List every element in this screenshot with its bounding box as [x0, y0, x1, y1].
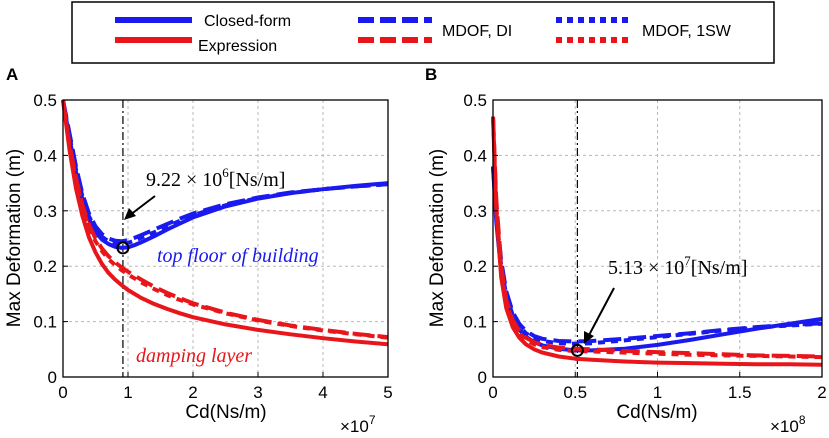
panel-b-arrowhead [584, 331, 594, 344]
panel-b-ytick-label-4: 0.4 [463, 146, 487, 165]
panel-a-annotation-exp: 6 [222, 165, 229, 180]
panel-a-ytick-label-3: 0.3 [33, 202, 57, 221]
panel-a-ytick-label-4: 0.4 [33, 146, 57, 165]
panel-b-ytick-label-1: 0.1 [463, 313, 487, 332]
panel-a-series-4 [61, 99, 389, 340]
panel-b-series-5 [491, 116, 823, 360]
panel-a-xtick-label-5: 5 [383, 383, 392, 402]
panel-b-label: B [425, 65, 437, 84]
panel-a-xtick-label-0: 0 [58, 383, 67, 402]
panel-a-x-multiplier: ×107 [340, 413, 376, 436]
legend-closed-form-line2: Expression [198, 38, 277, 55]
panel-a-annotation-arrow [129, 195, 156, 216]
panel-b-ytick-label-5: 0.5 [463, 91, 487, 110]
label-top-floor: top floor of building [157, 245, 319, 267]
panel-b-xlabel: Cd(Ns/m) [616, 402, 697, 423]
panel-a-xtick-label-4: 4 [318, 383, 327, 402]
legend: Closed-form Expression MDOF, DI MDOF, 1S… [71, 1, 775, 64]
panel-b-optimum-marker [570, 343, 584, 357]
panel-b-x-multiplier: ×108 [770, 413, 806, 436]
panel-b-ytick-label-2: 0.2 [463, 257, 487, 276]
panel-b-series-4 [491, 116, 823, 359]
panel-a-xtick-label-3: 3 [253, 383, 262, 402]
chart-panel-b: 0 0.5 1 1.5 2 0 0.1 0.2 0.3 0.4 0.5 [463, 91, 826, 402]
panel-b-xtick-label-0: 0 [488, 383, 497, 402]
panel-a-xtick-label-1: 1 [123, 383, 132, 402]
chart-panel-a: 0 1 2 3 4 5 0 0.1 0.2 0.3 0.4 0.5 [33, 91, 392, 402]
panel-a-arrowhead [124, 208, 136, 220]
panel-b-annotation-value: 5.13 × 10 [608, 257, 684, 279]
panel-b-ytick-label-0: 0 [478, 368, 487, 387]
panel-b-x-multiplier-exp: 8 [799, 413, 806, 427]
panel-a-ylabel: Max Deformation (m) [4, 149, 25, 327]
panel-b-annotation: 5.13 × 107[Ns/m] [608, 253, 747, 279]
panel-a-x-multiplier-exp: 7 [369, 413, 376, 427]
panel-b-xtick-label-1: 0.5 [563, 383, 587, 402]
panel-a-optimum-marker [116, 241, 130, 255]
panel-b-x-multiplier-base: ×10 [770, 417, 799, 436]
panel-a-annotation: 9.22 × 106[Ns/m] [146, 165, 285, 191]
panel-b-ylabel: Max Deformation (m) [427, 149, 448, 327]
panel-a-ytick-label-1: 0.1 [33, 313, 57, 332]
legend-closed-form-line1: Closed-form [204, 13, 291, 30]
panel-a-x-multiplier-base: ×10 [340, 417, 369, 436]
panel-a-xtick-label-2: 2 [188, 383, 197, 402]
label-damping-layer: damping layer [136, 345, 252, 367]
panel-a-annotation-value: 9.22 × 10 [146, 169, 222, 191]
panel-a-ytick-label-2: 0.2 [33, 257, 57, 276]
panel-a-axes-frame [62, 99, 389, 378]
panel-b-series-3 [491, 116, 823, 367]
panel-b-xtick-label-4: 2 [817, 383, 826, 402]
panel-b-annotation-exp: 7 [684, 253, 691, 268]
panel-a-annotation-unit: [Ns/m] [229, 169, 286, 191]
panel-a-label: A [6, 65, 18, 84]
panel-a-series-5 [61, 99, 389, 340]
panel-a-ytick-label-5: 0.5 [33, 91, 57, 110]
panel-a-ytick-label-0: 0 [48, 368, 57, 387]
panel-b-annotation-arrow [587, 287, 615, 338]
panel-a-series-3 [61, 99, 389, 347]
panel-a-xlabel: Cd(Ns/m) [185, 402, 266, 423]
legend-mdof-1sw: MDOF, 1SW [642, 23, 732, 40]
panel-b-ytick-label-3: 0.3 [463, 202, 487, 221]
panel-b-xtick-label-3: 1.5 [728, 383, 752, 402]
legend-mdof-di: MDOF, DI [442, 23, 512, 40]
panel-b-annotation-unit: [Ns/m] [691, 257, 748, 279]
legend-frame [71, 1, 775, 64]
panel-b-xtick-label-2: 1 [653, 383, 662, 402]
